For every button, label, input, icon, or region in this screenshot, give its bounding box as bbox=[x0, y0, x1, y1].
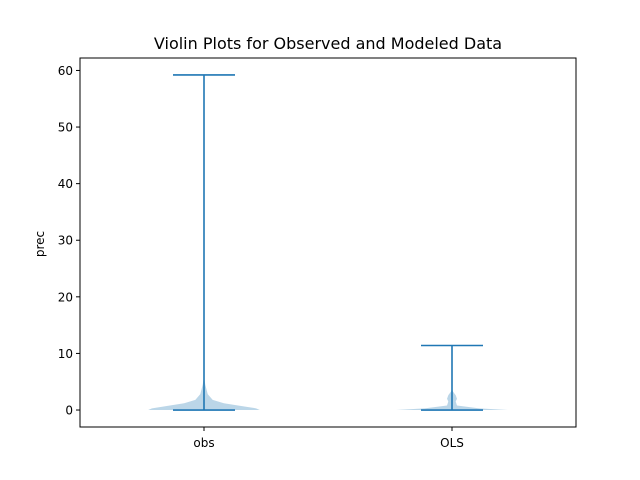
y-axis-label: prec bbox=[33, 231, 47, 257]
violins-layer bbox=[148, 74, 508, 411]
y-tick-label: 60 bbox=[58, 64, 73, 78]
y-axis-ticks: 0 10 20 30 40 50 60 bbox=[58, 64, 80, 418]
chart-title: Violin Plots for Observed and Modeled Da… bbox=[154, 34, 502, 53]
y-tick-label: 0 bbox=[65, 404, 73, 418]
y-tick-label: 30 bbox=[58, 234, 73, 248]
y-tick-label: 40 bbox=[58, 177, 73, 191]
y-tick-label: 50 bbox=[58, 121, 73, 135]
x-tick-label-ols: OLS bbox=[440, 436, 464, 450]
y-tick-label: 20 bbox=[58, 290, 73, 304]
plot-frame bbox=[79, 57, 577, 428]
x-tick-label-obs: obs bbox=[193, 436, 214, 450]
x-axis-ticks: obs OLS bbox=[193, 427, 464, 450]
y-tick-label: 10 bbox=[58, 347, 73, 361]
